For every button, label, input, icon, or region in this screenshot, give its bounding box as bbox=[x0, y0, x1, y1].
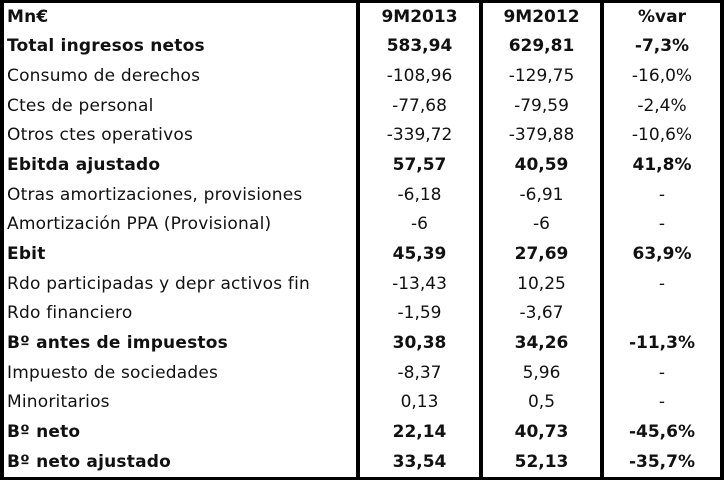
value-9m2013: 30,38 bbox=[356, 328, 481, 359]
value-9m2013: 0,13 bbox=[356, 387, 481, 418]
value-var: -2,4% bbox=[600, 91, 720, 121]
value-9m2012: 0,5 bbox=[479, 387, 602, 418]
value-9m2012: -129,75 bbox=[479, 61, 602, 92]
value-9m2013: -13,43 bbox=[356, 269, 481, 299]
row-label: Otras amortizaciones, provisiones bbox=[7, 184, 303, 205]
value-9m2012: -6 bbox=[479, 209, 602, 240]
row-label: Bº neto ajustado bbox=[7, 451, 171, 472]
row-label: Ctes de personal bbox=[7, 95, 154, 116]
value-9m2012: 40,73 bbox=[479, 417, 602, 448]
table-row: Ebitda ajustado 57,57 40,59 41,8% bbox=[4, 150, 720, 181]
row-label: Consumo de derechos bbox=[7, 65, 201, 86]
value-9m2012: -379,88 bbox=[479, 120, 602, 151]
value-var: -10,6% bbox=[600, 120, 720, 151]
financial-results-table: Mn€ 9M2013 9M2012 %var Total ingresos ne… bbox=[4, 3, 720, 477]
value-9m2012: 10,25 bbox=[479, 269, 602, 299]
value-9m2013: -8,37 bbox=[356, 358, 481, 388]
table-row: Rdo participadas y depr activos fin -13,… bbox=[4, 269, 720, 299]
value-var: 63,9% bbox=[600, 239, 720, 270]
value-9m2012: 52,13 bbox=[479, 447, 602, 477]
value-9m2012: 629,81 bbox=[479, 32, 602, 62]
value-9m2012: 40,59 bbox=[479, 150, 602, 181]
value-var: - bbox=[600, 269, 720, 299]
value-var bbox=[600, 298, 720, 329]
value-9m2012: -3,67 bbox=[479, 298, 602, 329]
value-var: - bbox=[600, 180, 720, 210]
table-row: Total ingresos netos 583,94 629,81 -7,3% bbox=[4, 32, 720, 62]
value-var: -35,7% bbox=[600, 447, 720, 477]
table-row: Consumo de derechos -108,96 -129,75 -16,… bbox=[4, 61, 720, 92]
value-9m2013: -6,18 bbox=[356, 180, 481, 210]
row-label: Ebit bbox=[7, 243, 46, 264]
header-row: Mn€ 9M2013 9M2012 %var bbox=[4, 3, 720, 32]
value-9m2012: -79,59 bbox=[479, 91, 602, 121]
table-row: Ctes de personal -77,68 -79,59 -2,4% bbox=[4, 91, 720, 121]
header-9m2013: 9M2013 bbox=[356, 3, 481, 32]
header-9m2012: 9M2012 bbox=[479, 3, 602, 32]
row-label: Amortización PPA (Provisional) bbox=[7, 214, 272, 235]
header-var: %var bbox=[600, 3, 720, 32]
value-9m2013: 57,57 bbox=[356, 150, 481, 181]
value-9m2013: 33,54 bbox=[356, 447, 481, 477]
row-label: Total ingresos netos bbox=[7, 36, 205, 57]
row-label: Rdo financiero bbox=[7, 303, 133, 324]
value-var: -45,6% bbox=[600, 417, 720, 448]
header-units: Mn€ bbox=[7, 7, 49, 27]
value-9m2013: -77,68 bbox=[356, 91, 481, 121]
value-var: -16,0% bbox=[600, 61, 720, 92]
table-row: Impuesto de sociedades -8,37 5,96 - bbox=[4, 358, 720, 388]
value-9m2012: 27,69 bbox=[479, 239, 602, 270]
table-row: Amortización PPA (Provisional) -6 -6 - bbox=[4, 209, 720, 240]
table-row: Bº antes de impuestos 30,38 34,26 -11,3% bbox=[4, 328, 720, 359]
table-body: Total ingresos netos 583,94 629,81 -7,3%… bbox=[4, 32, 720, 477]
value-9m2013: 583,94 bbox=[356, 32, 481, 62]
value-9m2013: -108,96 bbox=[356, 61, 481, 92]
value-9m2012: -6,91 bbox=[479, 180, 602, 210]
row-label: Otros ctes operativos bbox=[7, 125, 194, 146]
row-label: Rdo participadas y depr activos fin bbox=[7, 273, 310, 294]
value-var: -7,3% bbox=[600, 32, 720, 62]
table-row: Minoritarios 0,13 0,5 - bbox=[4, 387, 720, 418]
table-row: Rdo financiero -1,59 -3,67 bbox=[4, 298, 720, 329]
value-var: -11,3% bbox=[600, 328, 720, 359]
table-row: Ebit 45,39 27,69 63,9% bbox=[4, 239, 720, 270]
row-label: Bº neto bbox=[7, 421, 81, 442]
table-row: Bº neto ajustado 33,54 52,13 -35,7% bbox=[4, 447, 720, 477]
value-9m2013: -6 bbox=[356, 209, 481, 240]
value-var: - bbox=[600, 358, 720, 388]
value-9m2012: 5,96 bbox=[479, 358, 602, 388]
value-9m2013: 22,14 bbox=[356, 417, 481, 448]
value-var: - bbox=[600, 387, 720, 418]
value-9m2013: -339,72 bbox=[356, 120, 481, 151]
row-label: Bº antes de impuestos bbox=[7, 332, 228, 353]
table-row: Otros ctes operativos -339,72 -379,88 -1… bbox=[4, 120, 720, 151]
table-row: Bº neto 22,14 40,73 -45,6% bbox=[4, 417, 720, 448]
value-var: 41,8% bbox=[600, 150, 720, 181]
row-label: Ebitda ajustado bbox=[7, 154, 161, 175]
value-9m2012: 34,26 bbox=[479, 328, 602, 359]
table-row: Otras amortizaciones, provisiones -6,18 … bbox=[4, 180, 720, 210]
value-var: - bbox=[600, 209, 720, 240]
value-9m2013: 45,39 bbox=[356, 239, 481, 270]
row-label: Minoritarios bbox=[7, 392, 110, 413]
row-label: Impuesto de sociedades bbox=[7, 362, 219, 383]
value-9m2013: -1,59 bbox=[356, 298, 481, 329]
